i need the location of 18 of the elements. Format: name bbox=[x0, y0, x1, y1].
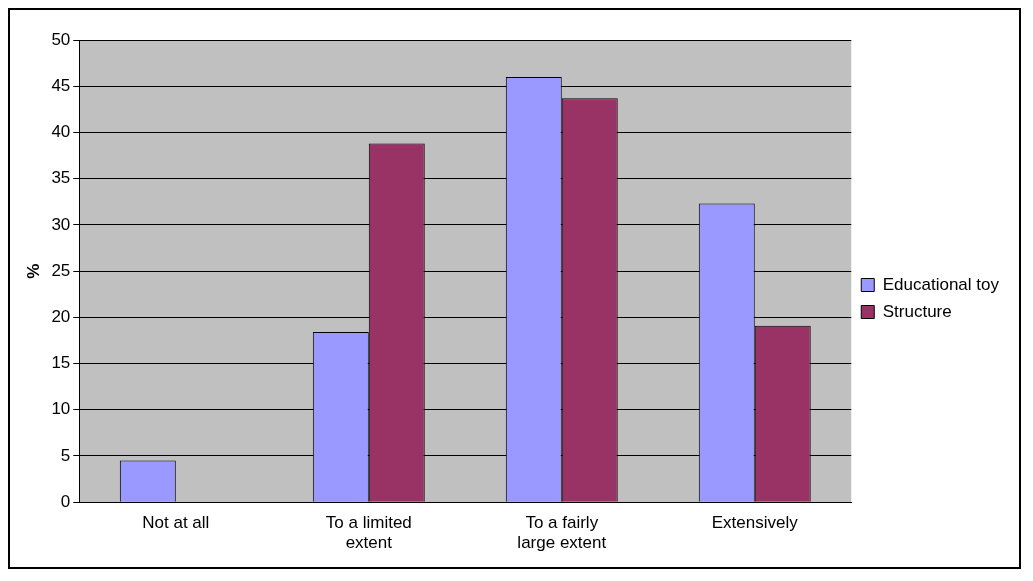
x-tick-label: To a limited extent bbox=[325, 513, 412, 553]
legend-label: Structure bbox=[882, 301, 952, 321]
y-tick-label: 30 bbox=[51, 214, 71, 234]
legend-label: Educational toy bbox=[882, 274, 1000, 294]
y-tick-label: 0 bbox=[60, 491, 71, 511]
y-tick-label: 40 bbox=[51, 122, 71, 142]
x-tick-label: Extensively bbox=[711, 513, 799, 533]
y-tick-label: 45 bbox=[51, 75, 71, 95]
x-tick-label: Not at all bbox=[142, 513, 210, 533]
y-tick-label: 50 bbox=[51, 29, 71, 49]
y-tick-label: 35 bbox=[51, 168, 71, 188]
y-tick-label: 10 bbox=[51, 399, 71, 419]
y-tick-label: 20 bbox=[51, 307, 71, 327]
y-tick-label: 25 bbox=[51, 260, 71, 280]
y-tick-label: 5 bbox=[60, 445, 71, 465]
y-tick-label: 15 bbox=[51, 353, 71, 373]
x-tick-label: To a fairly large extent bbox=[517, 513, 607, 553]
y-axis-title: % bbox=[23, 263, 43, 279]
